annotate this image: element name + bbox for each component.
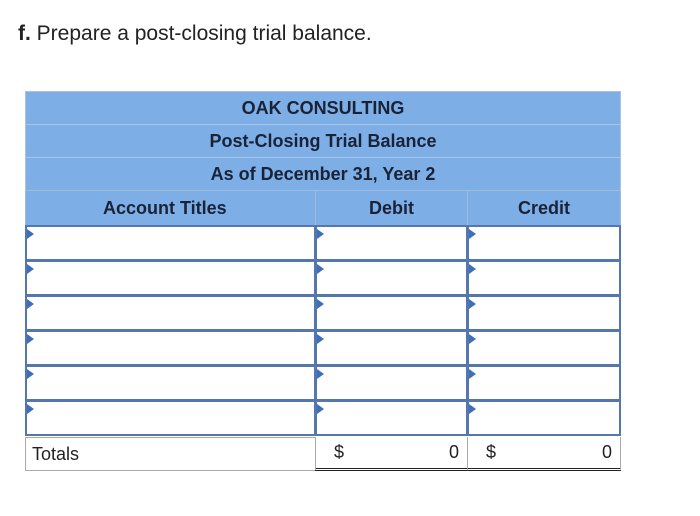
question-letter: f.: [18, 22, 31, 45]
debit-total: $0: [315, 437, 468, 471]
question-text: Prepare a post-closing trial balance.: [36, 22, 372, 45]
account-title-input[interactable]: [25, 225, 316, 261]
debit-dollar-sign: $: [334, 442, 345, 462]
debit-input[interactable]: [315, 400, 468, 436]
credit-input[interactable]: [467, 400, 621, 436]
entry-row: [25, 225, 621, 261]
entry-row: [25, 330, 621, 366]
entry-row: [25, 295, 621, 331]
debit-total-value: 0: [448, 442, 459, 462]
credit-input[interactable]: [467, 295, 621, 331]
column-headers: Account Titles Debit Credit: [25, 190, 621, 226]
debit-input[interactable]: [315, 365, 468, 401]
credit-input[interactable]: [467, 330, 621, 366]
debit-input[interactable]: [315, 330, 468, 366]
entry-row: [25, 365, 621, 401]
credit-total: $0: [467, 437, 621, 471]
debit-input[interactable]: [315, 225, 468, 261]
account-title-input[interactable]: [25, 295, 316, 331]
credit-input[interactable]: [467, 260, 621, 296]
company-name: OAK CONSULTING: [25, 91, 621, 125]
debit-input[interactable]: [315, 260, 468, 296]
account-title-input[interactable]: [25, 400, 316, 436]
statement-title: Post-Closing Trial Balance: [25, 124, 621, 158]
credit-input[interactable]: [467, 365, 621, 401]
trial-balance-table: OAK CONSULTING Post-Closing Trial Balanc…: [25, 91, 621, 471]
header-account-titles: Account Titles: [25, 190, 316, 226]
totals-label: Totals: [25, 437, 316, 471]
debit-input[interactable]: [315, 295, 468, 331]
credit-input[interactable]: [467, 225, 621, 261]
entry-row: [25, 400, 621, 436]
account-title-input[interactable]: [25, 330, 316, 366]
credit-total-value: 0: [601, 442, 612, 462]
entry-row: [25, 260, 621, 296]
account-title-input[interactable]: [25, 260, 316, 296]
credit-dollar-sign: $: [486, 442, 497, 462]
header-debit: Debit: [315, 190, 468, 226]
account-title-input[interactable]: [25, 365, 316, 401]
header-credit: Credit: [467, 190, 621, 226]
statement-date: As of December 31, Year 2: [25, 157, 621, 191]
totals-row: Totals $0 $0: [25, 437, 621, 471]
question-prompt: f. Prepare a post-closing trial balance.: [18, 22, 372, 46]
